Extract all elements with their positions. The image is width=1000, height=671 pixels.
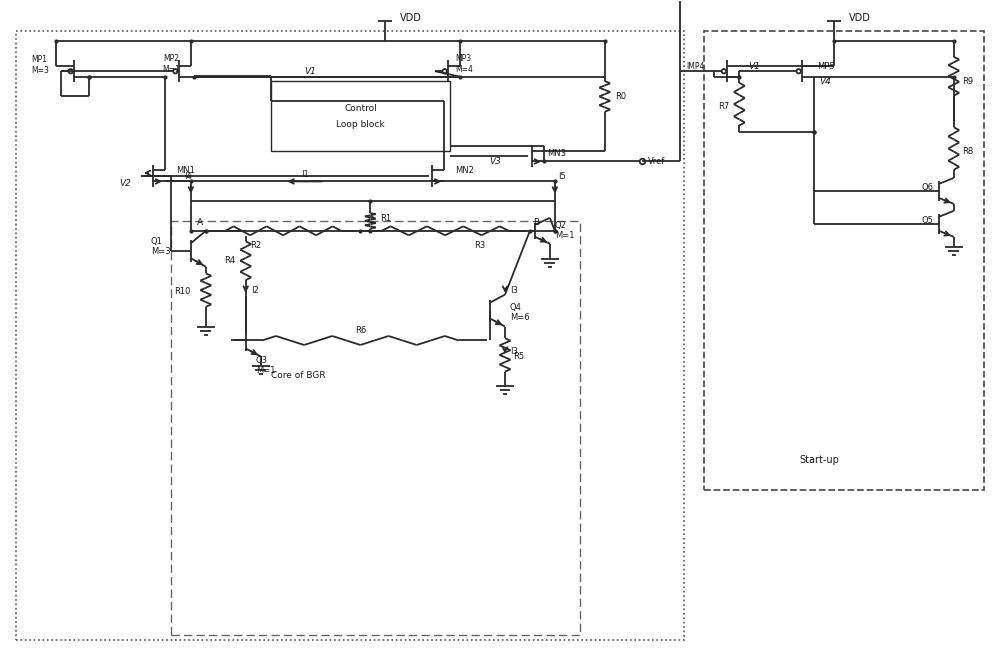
- Text: Core of BGR: Core of BGR: [271, 371, 325, 380]
- Text: V1: V1: [748, 62, 760, 70]
- Text: M=4: M=4: [455, 64, 473, 74]
- Text: Start-up: Start-up: [799, 455, 839, 465]
- Text: Q1: Q1: [151, 238, 163, 246]
- Text: I4: I4: [184, 172, 192, 181]
- Text: R3: R3: [474, 242, 486, 250]
- Text: VDD: VDD: [400, 13, 422, 23]
- Text: M=1: M=1: [162, 64, 180, 74]
- Text: Q4: Q4: [510, 303, 522, 312]
- Text: Q6: Q6: [922, 183, 934, 193]
- Text: Q2: Q2: [555, 221, 567, 230]
- Text: B: B: [533, 218, 539, 227]
- Bar: [704, 32, 984, 490]
- Text: VDD: VDD: [849, 13, 871, 23]
- Text: Q5: Q5: [922, 216, 934, 225]
- Text: M=1: M=1: [555, 231, 574, 240]
- Text: Q3: Q3: [256, 356, 268, 365]
- Text: I5: I5: [558, 172, 566, 181]
- Text: MN2: MN2: [455, 166, 474, 175]
- Text: MP5: MP5: [817, 62, 835, 70]
- Text: Vref: Vref: [648, 157, 665, 166]
- Text: A: A: [197, 218, 203, 227]
- Bar: [16, 32, 684, 639]
- Text: M=1: M=1: [256, 366, 275, 375]
- Text: R1: R1: [380, 214, 391, 223]
- Text: R8: R8: [962, 146, 973, 156]
- Text: I1: I1: [301, 170, 308, 179]
- Text: R10: R10: [174, 287, 191, 296]
- Text: V2: V2: [119, 179, 131, 189]
- Text: V3: V3: [489, 157, 501, 166]
- Text: MN3: MN3: [547, 148, 566, 158]
- Text: MP3: MP3: [455, 54, 471, 63]
- Text: C: C: [367, 216, 373, 225]
- Text: M=3: M=3: [31, 66, 49, 74]
- Text: MN1: MN1: [176, 166, 195, 175]
- Text: I2: I2: [251, 286, 258, 295]
- Text: R7: R7: [718, 102, 729, 111]
- Text: R6: R6: [355, 326, 366, 335]
- Text: M=3: M=3: [151, 247, 171, 256]
- Text: M=6: M=6: [510, 313, 530, 322]
- Text: MP1: MP1: [31, 55, 47, 64]
- Text: I3: I3: [510, 347, 518, 356]
- Text: R5: R5: [513, 352, 524, 361]
- Bar: [171, 221, 580, 635]
- Text: R9: R9: [962, 76, 973, 86]
- Text: R2: R2: [250, 242, 261, 250]
- Text: R0: R0: [615, 92, 626, 101]
- Text: IMP4: IMP4: [686, 62, 704, 70]
- Bar: [271, 81, 450, 151]
- Text: Control: Control: [344, 103, 377, 113]
- Text: V4: V4: [819, 77, 831, 86]
- Text: I3: I3: [510, 286, 518, 295]
- Text: R4: R4: [225, 256, 236, 265]
- Text: MP2: MP2: [163, 54, 179, 63]
- Text: Loop block: Loop block: [336, 119, 385, 129]
- Text: V1: V1: [305, 67, 316, 76]
